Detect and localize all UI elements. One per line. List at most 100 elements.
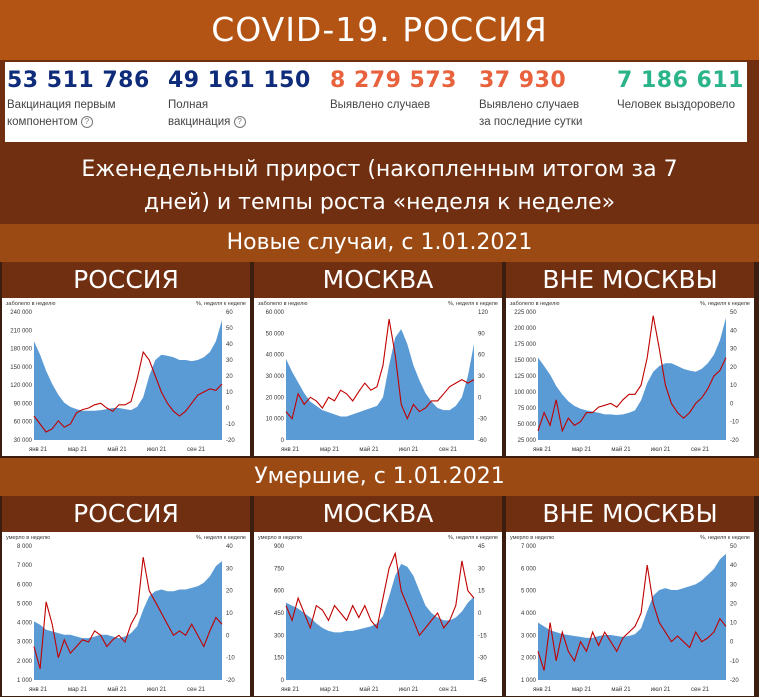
x-tick: июл 21 [147, 447, 167, 453]
left-tick: 60 000 [14, 420, 33, 426]
right-tick: 20 [730, 365, 737, 371]
left-tick: 4 000 [17, 621, 33, 627]
deaths-heading: Умершие, с 1.01.2021 [0, 458, 759, 496]
series-area [34, 320, 222, 440]
help-icon[interactable]: ? [233, 115, 246, 128]
left-tick: 10 000 [266, 417, 285, 423]
right-tick: 45 [478, 544, 485, 550]
right-tick: 0 [478, 395, 482, 401]
left-axis-label: заболело в неделю [510, 301, 559, 307]
stat-4: 7 186 611 Человек выздоровело [617, 68, 744, 114]
help-icon[interactable]: ? [80, 115, 93, 128]
left-tick: 5 000 [521, 589, 537, 595]
right-tick: 40 [730, 563, 737, 569]
weekly-heading-line-2: дней) и темпы роста «неделя к неделе» [143, 190, 616, 215]
x-tick: июл 21 [651, 447, 671, 453]
right-tick: 0 [226, 406, 230, 412]
x-tick: янв 21 [533, 447, 552, 453]
left-tick: 8 000 [17, 544, 33, 550]
left-tick: 0 [281, 678, 285, 684]
right-tick: -30 [478, 656, 487, 662]
stats-strip: 53 511 786 Вакцинация первым компонентом ?… [0, 60, 759, 148]
left-tick: 100 000 [514, 390, 536, 396]
right-tick: 50 [730, 310, 737, 316]
stat-value: 8 279 573 [330, 68, 457, 93]
right-tick: 20 [730, 601, 737, 607]
series-line [537, 315, 727, 433]
series-area [538, 317, 726, 440]
series-area [538, 553, 726, 680]
x-tick: сен 21 [439, 687, 458, 693]
stat-label: за последние сутки [479, 116, 583, 128]
chart-svg: умерло в неделю %, неделя к неделе 900 750 6… [258, 535, 498, 693]
stat-value: 7 186 611 [617, 68, 744, 93]
stat-label: Выявлено случаев [479, 99, 580, 111]
left-tick: 600 [274, 589, 285, 595]
region-title: РОССИЯ [2, 262, 250, 298]
left-axis-label: умерло в неделю [258, 535, 302, 541]
stat-label: Полная [168, 99, 209, 111]
right-tick: 15 [478, 589, 485, 595]
right-tick: 30 [478, 566, 485, 572]
x-tick: мар 21 [572, 447, 592, 453]
x-tick: сен 21 [187, 687, 206, 693]
right-tick: 40 [226, 342, 233, 348]
right-tick: -10 [226, 422, 235, 428]
chart-panel: заболело в неделю %, неделя к неделе 225 0… [506, 298, 754, 456]
x-tick: июл 21 [399, 687, 419, 693]
x-tick: сен 21 [691, 447, 710, 453]
region-title: МОСКВА [254, 262, 502, 298]
x-tick: май 21 [107, 446, 127, 453]
chart-svg: умерло в неделю %, неделя к неделе 8 000 7 … [6, 535, 246, 693]
region-title: ВНЕ МОСКВЫ [506, 262, 754, 298]
weekly-heading: Еженедельный прирост (накопленным итогом… [0, 148, 759, 224]
x-tick: май 21 [107, 686, 127, 693]
left-tick: 75 000 [518, 406, 537, 412]
right-tick: 10 [730, 621, 737, 627]
left-tick: 750 [274, 566, 285, 572]
series-line [33, 350, 223, 433]
x-tick: май 21 [359, 686, 379, 693]
region-title: РОССИЯ [2, 496, 250, 532]
left-tick: 50 000 [518, 422, 537, 428]
left-tick: 20 000 [266, 395, 285, 401]
x-tick: май 21 [359, 446, 379, 453]
chart-svg: заболело в неделю %, неделя к неделе 225 0… [510, 301, 750, 453]
x-tick: мар 21 [68, 687, 88, 693]
right-tick: -60 [478, 438, 487, 444]
x-tick: янв 21 [29, 687, 48, 693]
left-tick: 30 000 [14, 438, 33, 444]
right-tick: 60 [478, 353, 485, 359]
left-tick: 150 000 [514, 358, 536, 364]
right-tick: 10 [226, 611, 233, 617]
left-tick: 50 000 [266, 331, 285, 337]
left-tick: 240 000 [10, 310, 32, 316]
right-tick: 10 [226, 390, 233, 396]
right-tick: -20 [730, 438, 739, 444]
right-tick: 120 [478, 310, 489, 316]
left-axis-label: заболело в неделю [6, 301, 55, 307]
stat-2: 8 279 573 Выявлено случаев [330, 68, 457, 114]
stat-value: 49 161 150 [168, 68, 311, 93]
series-area [34, 561, 222, 680]
series-line [33, 557, 223, 669]
right-tick: 0 [478, 611, 482, 617]
left-tick: 150 000 [10, 365, 32, 371]
x-tick: июл 21 [147, 687, 167, 693]
right-tick: -20 [226, 438, 235, 444]
chart-panel: умерло в неделю %, неделя к неделе 900 750 6… [254, 532, 502, 696]
x-tick: янв 21 [281, 447, 300, 453]
x-tick: май 21 [611, 686, 631, 693]
left-tick: 2 000 [17, 659, 33, 665]
page-title: COVID-19. РОССИЯ [0, 0, 759, 60]
stat-label: Выявлено случаев [330, 99, 431, 111]
right-axis-label: %, неделя к неделе [700, 535, 750, 541]
stat-value: 37 930 [479, 68, 567, 93]
left-tick: 60 000 [266, 310, 285, 316]
left-tick: 25 000 [518, 438, 537, 444]
right-axis-label: %, неделя к неделе [700, 301, 750, 307]
stat-3: 37 930 Выявлено случаев за последние сутки [479, 68, 582, 131]
x-tick: мар 21 [320, 447, 340, 453]
left-tick: 175 000 [514, 342, 536, 348]
left-tick: 40 000 [266, 353, 285, 359]
